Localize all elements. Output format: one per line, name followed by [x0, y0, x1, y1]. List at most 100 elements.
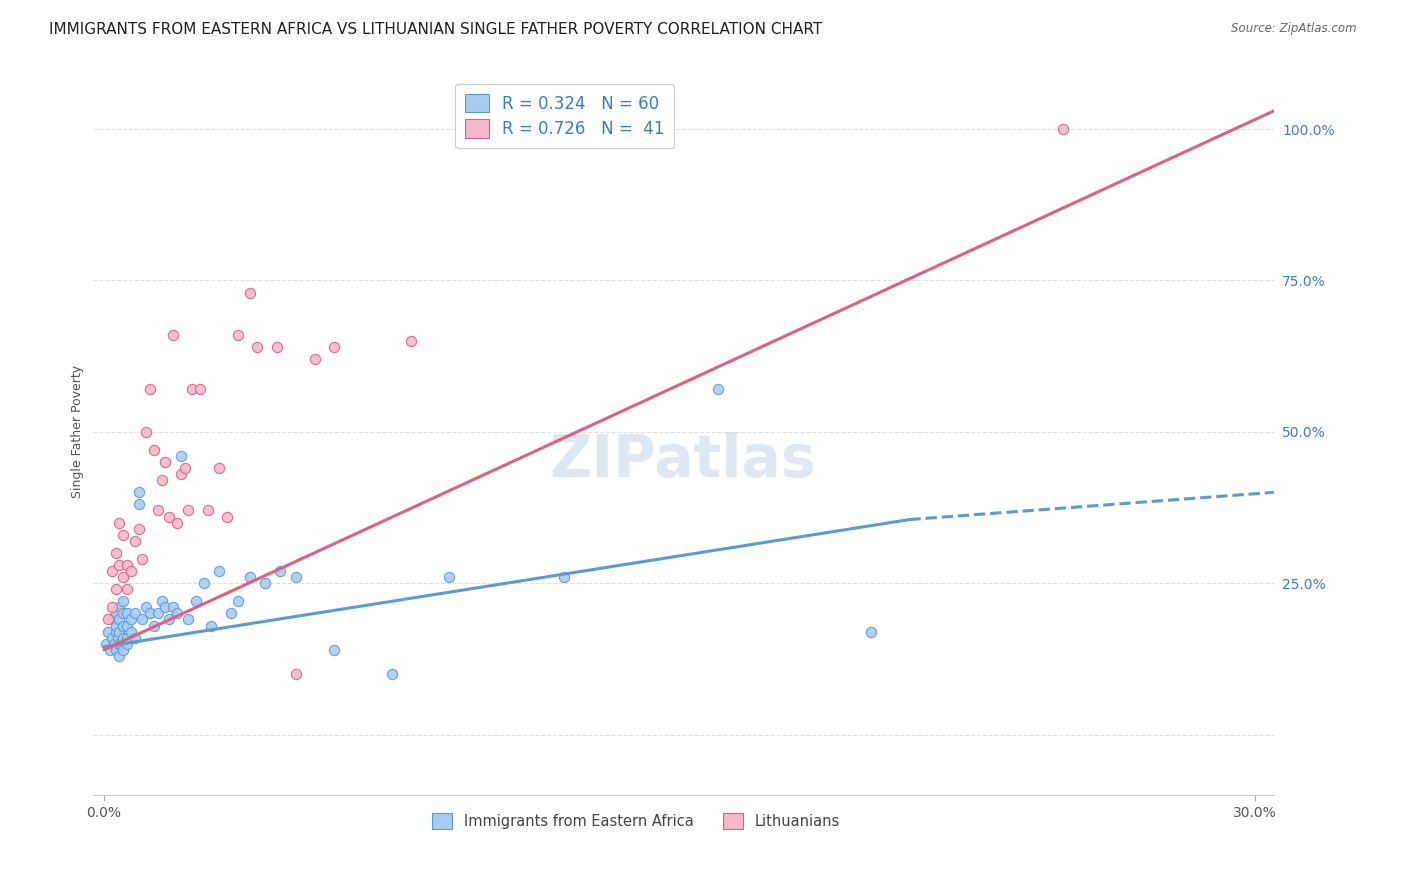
Point [170, 449, 193, 463]
Point [100, 612, 122, 626]
Point [1052, 122, 1074, 136]
Point [128, 498, 150, 512]
Text: IMMIGRANTS FROM EASTERN AFRICA VS LITHUANIAN SINGLE FATHER POVERTY CORRELATION C: IMMIGRANTS FROM EASTERN AFRICA VS LITHUA… [49, 22, 823, 37]
Point [100, 631, 122, 645]
Point [120, 624, 142, 639]
Point [100, 600, 122, 615]
Point [104, 546, 127, 560]
Point [142, 442, 165, 457]
Point [166, 516, 188, 530]
Point [162, 600, 184, 615]
Point [115, 582, 138, 597]
Point [112, 618, 135, 632]
Point [142, 618, 165, 632]
Point [155, 455, 177, 469]
Point [146, 503, 169, 517]
Point [381, 667, 404, 681]
Point [284, 667, 307, 681]
Point [157, 509, 180, 524]
Point [112, 631, 135, 645]
Point [115, 631, 138, 645]
Point [239, 570, 262, 584]
Point [124, 607, 146, 621]
Point [162, 327, 184, 342]
Point [439, 570, 461, 584]
Point [150, 594, 173, 608]
Point [124, 631, 146, 645]
Point [112, 570, 135, 584]
Point [139, 607, 162, 621]
Point [103, 637, 125, 651]
Point [146, 607, 169, 621]
Point [128, 485, 150, 500]
Legend: Immigrants from Eastern Africa, Lithuanians: Immigrants from Eastern Africa, Lithuani… [426, 807, 846, 835]
Point [323, 340, 346, 354]
Point [239, 285, 262, 300]
Point [104, 618, 127, 632]
Point [254, 576, 277, 591]
Point [197, 503, 219, 517]
Point [112, 594, 135, 608]
Point [108, 648, 131, 663]
Point [98, 642, 121, 657]
Point [200, 618, 222, 632]
Point [131, 612, 153, 626]
Point [193, 576, 215, 591]
Text: ZIPatlas: ZIPatlas [550, 433, 817, 490]
Point [115, 558, 138, 572]
Point [97, 612, 120, 626]
Point [115, 618, 138, 632]
Point [112, 642, 135, 657]
Point [181, 383, 204, 397]
Point [219, 607, 242, 621]
Point [208, 461, 231, 475]
Point [706, 383, 728, 397]
Point [112, 607, 135, 621]
Point [108, 624, 131, 639]
Point [108, 600, 131, 615]
Point [97, 624, 120, 639]
Point [100, 564, 122, 578]
Point [323, 642, 346, 657]
Point [94, 637, 117, 651]
Point [120, 612, 142, 626]
Point [104, 624, 127, 639]
Point [177, 612, 200, 626]
Point [266, 340, 288, 354]
Point [226, 327, 249, 342]
Point [860, 624, 883, 639]
Point [150, 473, 173, 487]
Point [135, 425, 157, 439]
Point [304, 352, 326, 367]
Point [215, 509, 238, 524]
Y-axis label: Single Father Poverty: Single Father Poverty [72, 365, 84, 499]
Point [399, 334, 422, 348]
Point [157, 612, 180, 626]
Text: Source: ZipAtlas.com: Source: ZipAtlas.com [1232, 22, 1357, 36]
Point [170, 467, 193, 482]
Point [108, 558, 131, 572]
Point [226, 594, 249, 608]
Point [269, 564, 291, 578]
Point [246, 340, 269, 354]
Point [139, 383, 162, 397]
Point [173, 461, 195, 475]
Point [124, 533, 146, 548]
Point [120, 564, 142, 578]
Point [108, 637, 131, 651]
Point [155, 600, 177, 615]
Point [115, 637, 138, 651]
Point [553, 570, 575, 584]
Point [184, 594, 207, 608]
Point [188, 383, 211, 397]
Point [135, 600, 157, 615]
Point [208, 564, 231, 578]
Point [166, 607, 188, 621]
Point [108, 516, 131, 530]
Point [110, 637, 132, 651]
Point [131, 552, 153, 566]
Point [115, 607, 138, 621]
Point [112, 527, 135, 541]
Point [104, 607, 127, 621]
Point [104, 582, 127, 597]
